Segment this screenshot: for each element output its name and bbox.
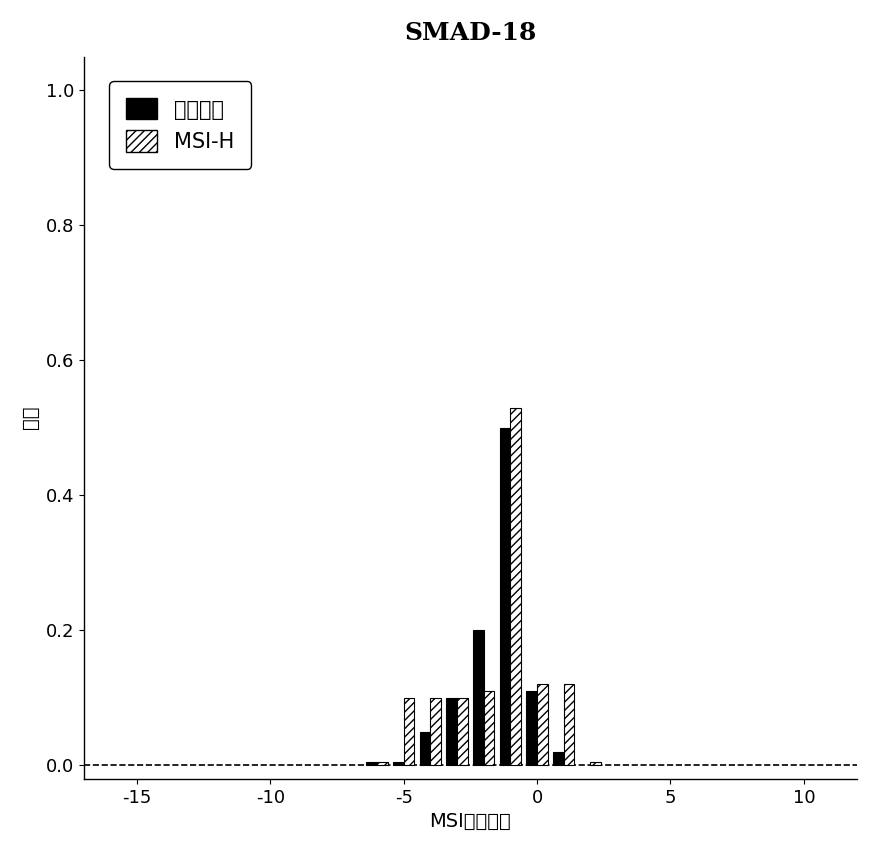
Bar <box>403 698 414 765</box>
Bar <box>446 698 457 765</box>
Bar <box>483 691 494 765</box>
Legend: 正常样本, MSI-H: 正常样本, MSI-H <box>110 81 251 169</box>
Bar <box>457 698 467 765</box>
Bar <box>589 762 601 765</box>
X-axis label: MSI重复元素: MSI重复元素 <box>429 812 510 832</box>
Bar <box>393 762 403 765</box>
Y-axis label: 频率: 频率 <box>21 406 39 429</box>
Title: SMAD-18: SMAD-18 <box>403 20 536 45</box>
Bar <box>473 630 483 765</box>
Bar <box>499 428 510 765</box>
Bar <box>526 691 537 765</box>
Bar <box>510 407 520 765</box>
Bar <box>366 762 376 765</box>
Bar <box>553 751 563 765</box>
Bar <box>430 698 440 765</box>
Bar <box>376 762 388 765</box>
Bar <box>563 684 574 765</box>
Bar <box>419 732 430 765</box>
Bar <box>537 684 547 765</box>
